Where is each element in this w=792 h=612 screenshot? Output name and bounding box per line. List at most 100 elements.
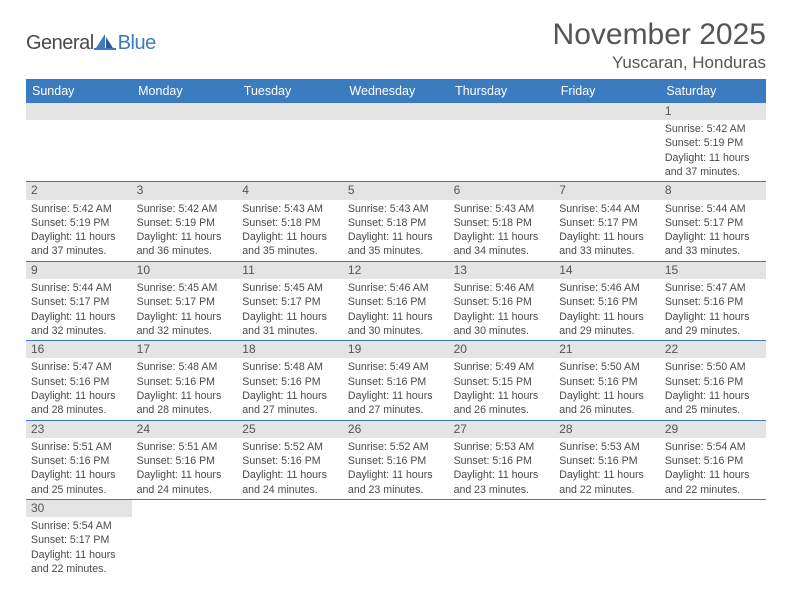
day-details: Sunrise: 5:46 AMSunset: 5:16 PMDaylight:… [554,279,660,340]
day-cell: 8Sunrise: 5:44 AMSunset: 5:17 PMDaylight… [660,182,766,261]
day-cell: 3Sunrise: 5:42 AMSunset: 5:19 PMDaylight… [132,182,238,261]
day-details: Sunrise: 5:45 AMSunset: 5:17 PMDaylight:… [237,279,343,340]
day-cell: 29Sunrise: 5:54 AMSunset: 5:16 PMDayligh… [660,420,766,499]
day-cell: 26Sunrise: 5:52 AMSunset: 5:16 PMDayligh… [343,420,449,499]
day-header-row: SundayMondayTuesdayWednesdayThursdayFrid… [26,79,766,103]
day-cell [132,103,238,182]
day-cell: 28Sunrise: 5:53 AMSunset: 5:16 PMDayligh… [554,420,660,499]
location: Yuscaran, Honduras [553,53,766,73]
day-details: Sunrise: 5:44 AMSunset: 5:17 PMDaylight:… [660,200,766,261]
day-cell [554,103,660,182]
day-number: 9 [26,262,132,279]
day-details: Sunrise: 5:53 AMSunset: 5:16 PMDaylight:… [554,438,660,499]
day-number: 23 [26,421,132,438]
day-number: 8 [660,182,766,199]
day-number: 12 [343,262,449,279]
day-details: Sunrise: 5:44 AMSunset: 5:17 PMDaylight:… [554,200,660,261]
day-cell: 12Sunrise: 5:46 AMSunset: 5:16 PMDayligh… [343,261,449,340]
day-number: 21 [554,341,660,358]
day-details: Sunrise: 5:46 AMSunset: 5:16 PMDaylight:… [343,279,449,340]
calendar-table: SundayMondayTuesdayWednesdayThursdayFrid… [26,79,766,578]
week-row: 9Sunrise: 5:44 AMSunset: 5:17 PMDaylight… [26,261,766,340]
day-cell: 24Sunrise: 5:51 AMSunset: 5:16 PMDayligh… [132,420,238,499]
day-number: 26 [343,421,449,438]
day-number: 30 [26,500,132,517]
day-cell: 2Sunrise: 5:42 AMSunset: 5:19 PMDaylight… [26,182,132,261]
day-number: 13 [449,262,555,279]
empty-day-header [449,103,555,120]
day-cell: 23Sunrise: 5:51 AMSunset: 5:16 PMDayligh… [26,420,132,499]
day-details: Sunrise: 5:52 AMSunset: 5:16 PMDaylight:… [343,438,449,499]
month-title: November 2025 [553,18,766,51]
day-cell [554,499,660,578]
logo: General Blue [26,18,156,55]
day-cell: 21Sunrise: 5:50 AMSunset: 5:16 PMDayligh… [554,341,660,420]
day-cell: 5Sunrise: 5:43 AMSunset: 5:18 PMDaylight… [343,182,449,261]
day-number: 6 [449,182,555,199]
day-number: 14 [554,262,660,279]
day-cell [660,499,766,578]
day-cell: 4Sunrise: 5:43 AMSunset: 5:18 PMDaylight… [237,182,343,261]
day-cell: 20Sunrise: 5:49 AMSunset: 5:15 PMDayligh… [449,341,555,420]
day-details: Sunrise: 5:51 AMSunset: 5:16 PMDaylight:… [132,438,238,499]
day-number: 29 [660,421,766,438]
day-cell: 13Sunrise: 5:46 AMSunset: 5:16 PMDayligh… [449,261,555,340]
day-number: 25 [237,421,343,438]
header: General Blue November 2025 Yuscaran, Hon… [26,18,766,73]
week-row: 2Sunrise: 5:42 AMSunset: 5:19 PMDaylight… [26,182,766,261]
day-cell: 30Sunrise: 5:54 AMSunset: 5:17 PMDayligh… [26,499,132,578]
week-row: 16Sunrise: 5:47 AMSunset: 5:16 PMDayligh… [26,341,766,420]
day-cell: 19Sunrise: 5:49 AMSunset: 5:16 PMDayligh… [343,341,449,420]
week-row: 23Sunrise: 5:51 AMSunset: 5:16 PMDayligh… [26,420,766,499]
day-number: 16 [26,341,132,358]
day-number: 27 [449,421,555,438]
day-number: 1 [660,103,766,120]
empty-day-header [26,103,132,120]
day-cell: 6Sunrise: 5:43 AMSunset: 5:18 PMDaylight… [449,182,555,261]
day-cell [449,499,555,578]
day-cell: 15Sunrise: 5:47 AMSunset: 5:16 PMDayligh… [660,261,766,340]
empty-day-header [554,103,660,120]
day-number: 11 [237,262,343,279]
calendar-page: General Blue November 2025 Yuscaran, Hon… [0,0,792,612]
day-number: 24 [132,421,238,438]
day-details: Sunrise: 5:48 AMSunset: 5:16 PMDaylight:… [237,358,343,419]
day-cell [237,103,343,182]
day-number: 28 [554,421,660,438]
day-header: Tuesday [237,79,343,103]
day-header: Sunday [26,79,132,103]
day-details: Sunrise: 5:45 AMSunset: 5:17 PMDaylight:… [132,279,238,340]
day-cell: 7Sunrise: 5:44 AMSunset: 5:17 PMDaylight… [554,182,660,261]
day-cell: 27Sunrise: 5:53 AMSunset: 5:16 PMDayligh… [449,420,555,499]
day-cell: 18Sunrise: 5:48 AMSunset: 5:16 PMDayligh… [237,341,343,420]
day-number: 22 [660,341,766,358]
day-details: Sunrise: 5:42 AMSunset: 5:19 PMDaylight:… [26,200,132,261]
day-details: Sunrise: 5:47 AMSunset: 5:16 PMDaylight:… [660,279,766,340]
calendar-body: 1 Sunrise: 5:42 AMSunset: 5:19 PMDaylight… [26,103,766,578]
day-number: 20 [449,341,555,358]
day-number: 15 [660,262,766,279]
day-header: Monday [132,79,238,103]
day-number: 10 [132,262,238,279]
week-row: 1Sunrise: 5:42 AMSunset: 5:19 PMDaylight… [26,103,766,182]
day-number: 4 [237,182,343,199]
day-details: Sunrise: 5:53 AMSunset: 5:16 PMDaylight:… [449,438,555,499]
logo-text-general: General [26,32,94,55]
day-details: Sunrise: 5:52 AMSunset: 5:16 PMDaylight:… [237,438,343,499]
day-details: Sunrise: 5:54 AMSunset: 5:17 PMDaylight:… [26,517,132,578]
calendar-head: SundayMondayTuesdayWednesdayThursdayFrid… [26,79,766,103]
day-details: Sunrise: 5:42 AMSunset: 5:19 PMDaylight:… [132,200,238,261]
day-header: Saturday [660,79,766,103]
day-details: Sunrise: 5:49 AMSunset: 5:16 PMDaylight:… [343,358,449,419]
day-number: 19 [343,341,449,358]
day-header: Friday [554,79,660,103]
day-cell: 16Sunrise: 5:47 AMSunset: 5:16 PMDayligh… [26,341,132,420]
day-cell [343,103,449,182]
day-cell [132,499,238,578]
day-header: Thursday [449,79,555,103]
day-details: Sunrise: 5:47 AMSunset: 5:16 PMDaylight:… [26,358,132,419]
day-cell [26,103,132,182]
day-details: Sunrise: 5:54 AMSunset: 5:16 PMDaylight:… [660,438,766,499]
day-cell: 11Sunrise: 5:45 AMSunset: 5:17 PMDayligh… [237,261,343,340]
day-number: 5 [343,182,449,199]
